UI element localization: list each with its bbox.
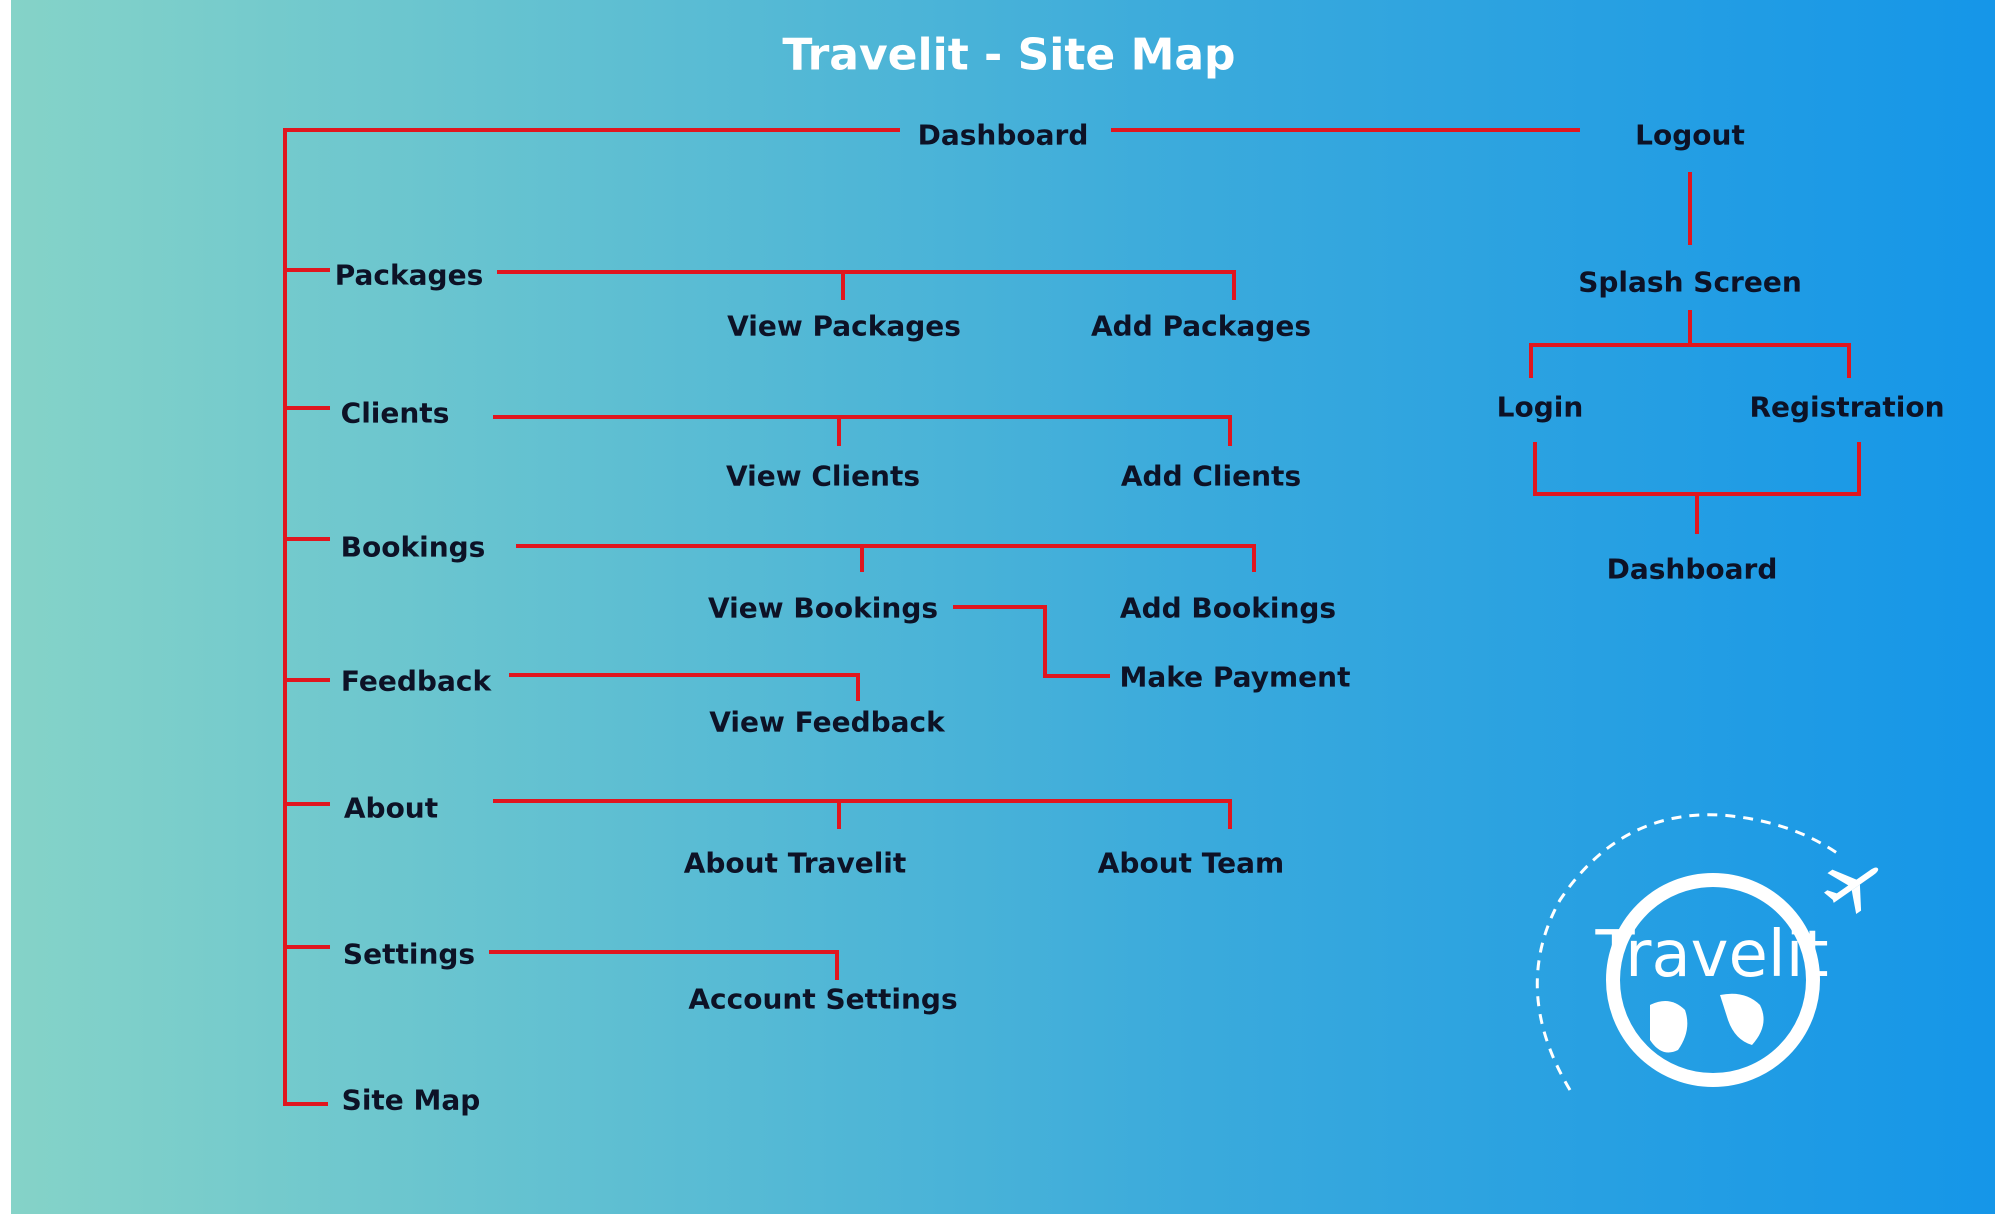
node-feedback: Feedback	[340, 664, 492, 698]
node-make-payment: Make Payment	[1119, 660, 1351, 694]
connector-settings-children	[489, 950, 839, 980]
logo-text: Travelit	[1595, 918, 1829, 992]
connector-make-payment	[953, 605, 1110, 678]
connector-clients-children	[493, 415, 1232, 446]
node-view-feedback: View Feedback	[709, 705, 945, 739]
connector-packages-children	[497, 270, 1236, 300]
travelit-logo	[1535, 813, 1879, 1091]
node-about-team: About Team	[1097, 846, 1285, 880]
node-packages: Packages	[334, 258, 484, 292]
node-settings: Settings	[342, 937, 476, 971]
node-dashboard-after-auth: Dashboard	[1606, 552, 1778, 586]
connector-feedback-children	[509, 673, 860, 701]
connector-bookings-children	[516, 544, 1256, 572]
node-site-map: Site Map	[341, 1083, 481, 1117]
flight-path-icon	[1535, 813, 1841, 1091]
connector-login-registration-dashboard	[1533, 442, 1861, 534]
connector-about-children	[493, 799, 1232, 829]
node-about: About	[343, 791, 439, 825]
node-account-settings: Account Settings	[688, 982, 958, 1016]
node-about-travelit: About Travelit	[683, 846, 907, 880]
node-view-clients: View Clients	[725, 459, 921, 493]
node-dashboard: Dashboard	[917, 118, 1089, 152]
node-add-packages: Add Packages	[1091, 309, 1311, 343]
airplane-icon	[1824, 867, 1879, 915]
node-login: Login	[1496, 390, 1584, 424]
node-add-bookings: Add Bookings	[1119, 591, 1337, 625]
connector-trunk	[283, 128, 900, 1106]
node-logout: Logout	[1635, 118, 1745, 152]
page-title: Travelit - Site Map	[782, 29, 1236, 81]
node-splash-screen: Splash Screen	[1578, 265, 1802, 299]
globe-icon	[1606, 873, 1820, 1087]
node-add-clients: Add Clients	[1120, 459, 1302, 493]
connector-splash-login-registration	[1529, 310, 1851, 378]
node-view-packages: View Packages	[727, 309, 961, 343]
node-view-bookings: View Bookings	[707, 591, 939, 625]
node-clients: Clients	[340, 396, 450, 430]
node-bookings: Bookings	[340, 530, 486, 564]
node-registration: Registration	[1749, 390, 1945, 424]
